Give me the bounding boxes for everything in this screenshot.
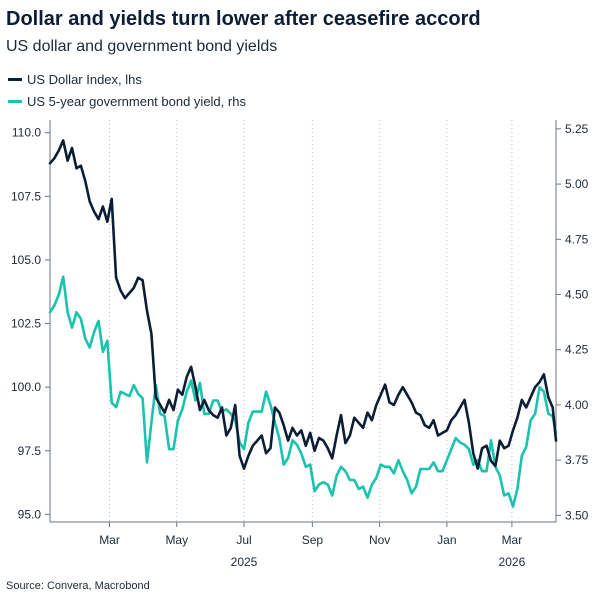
right-tick-label: 4.50 (565, 287, 589, 301)
x-tick-label: Nov (369, 533, 390, 547)
right-tick-label: 3.75 (565, 453, 589, 467)
x-tick-label: Jul (236, 533, 251, 547)
x-tick-label: Mar (99, 533, 120, 547)
series-line-5y-yield (48, 275, 558, 508)
axes (45, 120, 561, 527)
tick-labels: Mar May Jul Sep Nov Jan Mar 2025 2026 95.0 97.5 100… (11, 122, 589, 569)
right-tick-label: 5.00 (565, 177, 589, 191)
legend-label-dollar-index: US Dollar Index, lhs (27, 72, 142, 87)
x-tick-label: May (165, 533, 188, 547)
left-tick-label: 95.0 (18, 507, 42, 521)
x-tick-label: Jan (437, 533, 456, 547)
legend-swatch-dollar-index (8, 78, 22, 81)
plot-area (48, 139, 558, 508)
grid-lines (109, 120, 513, 522)
x-year-label: 2026 (499, 555, 526, 569)
x-year-label: 2025 (231, 555, 258, 569)
right-tick-label: 4.75 (565, 232, 589, 246)
chart-title: Dollar and yields turn lower after cease… (6, 8, 481, 30)
legend-swatch-5y-yield (8, 100, 22, 103)
legend-label-5y-yield: US 5-year government bond yield, rhs (27, 94, 246, 109)
series-line-dollar-index (48, 139, 558, 470)
chart-subtitle: US dollar and government bond yields (6, 38, 278, 55)
left-tick-label: 100.0 (11, 380, 41, 394)
right-tick-label: 4.25 (565, 343, 589, 357)
dual-axis-line-chart: Mar May Jul Sep Nov Jan Mar 2025 2026 95.0 97.5 100… (11, 120, 589, 569)
legend-item-dollar-index: US Dollar Index, lhs (8, 72, 142, 87)
right-tick-label: 4.00 (565, 398, 589, 412)
source-note: Source: Convera, Macrobond (6, 580, 150, 592)
x-tick-label: Sep (302, 533, 324, 547)
left-tick-label: 105.0 (11, 253, 41, 267)
legend-item-5y-yield: US 5-year government bond yield, rhs (8, 94, 246, 109)
left-tick-label: 97.5 (18, 444, 42, 458)
right-tick-label: 3.50 (565, 508, 589, 522)
left-tick-label: 107.5 (11, 189, 41, 203)
right-tick-label: 5.25 (565, 122, 589, 136)
x-tick-label: Mar (502, 533, 523, 547)
left-tick-label: 102.5 (11, 317, 41, 331)
left-tick-label: 110.0 (12, 126, 41, 140)
